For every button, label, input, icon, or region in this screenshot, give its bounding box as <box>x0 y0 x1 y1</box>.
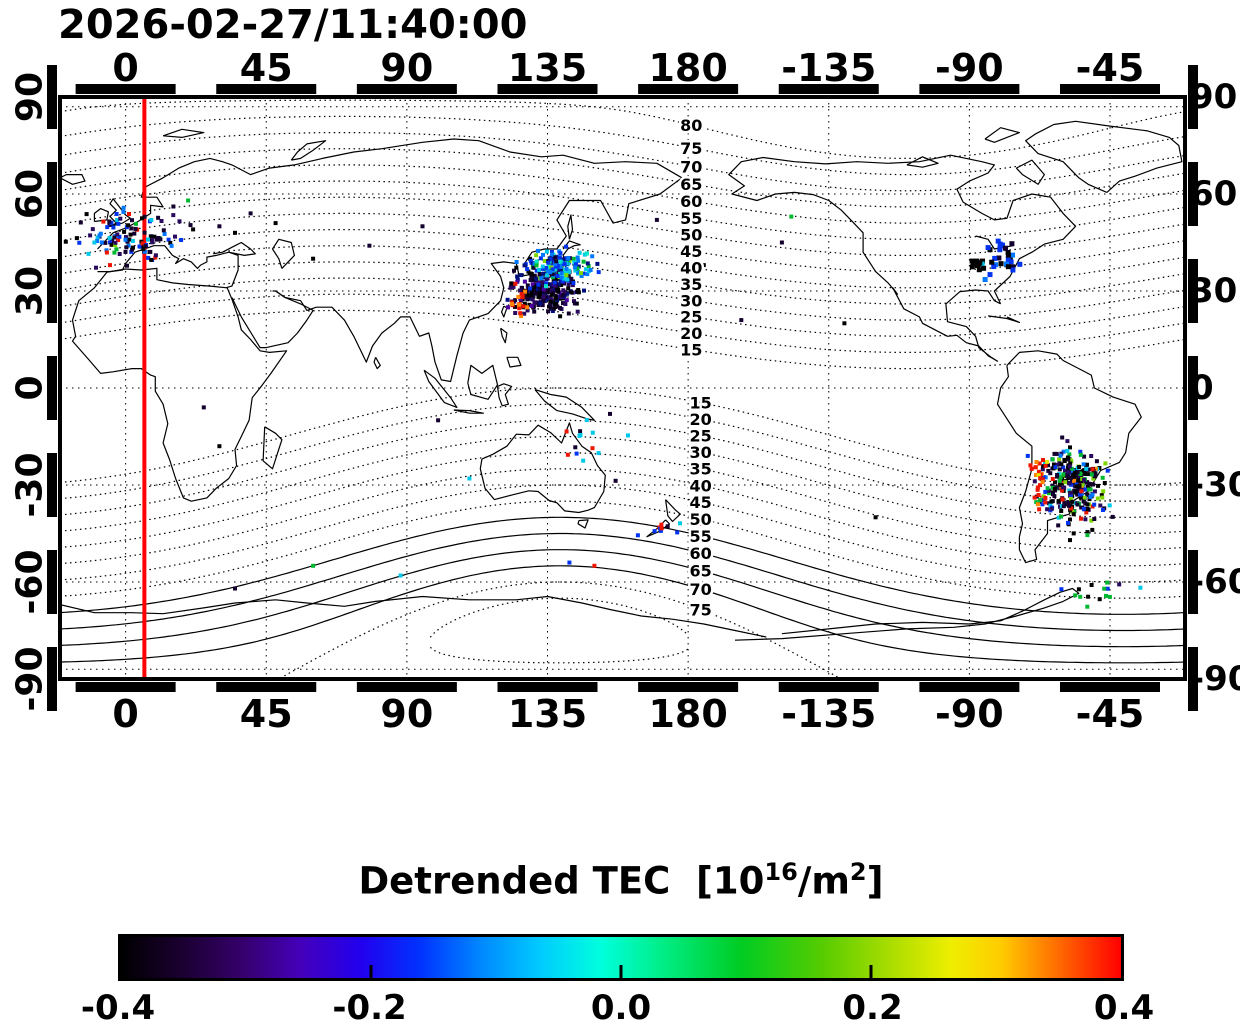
contour-label: 25 <box>689 427 711 446</box>
colorbar-inner-tick <box>369 965 373 978</box>
map-content <box>60 97 1185 679</box>
colorbar-inner-tick <box>619 965 623 978</box>
y-axis-tick-label-right: -30 <box>1190 465 1240 505</box>
x-axis-tick-label-top: 90 <box>380 46 434 90</box>
contour-label: 50 <box>680 225 702 244</box>
contour-label: 65 <box>680 175 702 194</box>
colorbar-gradient <box>118 934 1124 981</box>
contour-label: 30 <box>680 291 702 310</box>
colorbar-tick-label: -0.2 <box>332 988 407 1028</box>
colorbar-title-text: Detrended TEC [10 <box>358 859 765 903</box>
x-axis-tick-label-bottom: -45 <box>1075 692 1145 736</box>
contour-label: 40 <box>680 258 702 277</box>
tec-scatter-points <box>63 198 1143 609</box>
contour-label: 15 <box>680 340 702 359</box>
colorbar-title-sup16: 16 <box>764 858 798 886</box>
contour-lines <box>60 99 1185 679</box>
contour-label: 15 <box>689 394 711 413</box>
contour-label: 55 <box>680 209 702 228</box>
colorbar-tick-label: 0.0 <box>590 988 652 1028</box>
contour-label: 50 <box>689 510 711 529</box>
contour-label: 80 <box>680 116 702 135</box>
x-axis-tick-label-bottom: 180 <box>648 692 728 736</box>
x-axis-tick-label-bottom: -135 <box>781 692 877 736</box>
contour-label: 75 <box>689 601 711 620</box>
x-axis-tick-label-bottom: 90 <box>380 692 434 736</box>
contour-label: 35 <box>680 275 702 294</box>
colorbar-tick-label: 0.2 <box>842 988 903 1028</box>
coastlines <box>60 120 1183 641</box>
x-axis-tick-label-bottom: 45 <box>239 692 293 736</box>
y-axis-tick-label-right: -60 <box>1190 562 1240 602</box>
contour-label: 70 <box>689 580 711 599</box>
colorbar-title-sup2: 2 <box>849 858 867 886</box>
graticule <box>60 97 1185 679</box>
x-axis-tick-label-top: 180 <box>648 46 728 90</box>
timestamp-title: 2026-02-27/11:40:00 <box>58 2 528 48</box>
x-axis-tick-label-top: -135 <box>781 46 877 90</box>
contour-label: 20 <box>680 324 702 343</box>
x-axis-tick-label-bottom: 0 <box>112 692 139 736</box>
colorbar-tick-label: 0.4 <box>1093 988 1155 1028</box>
y-axis-tick-label-right: -90 <box>1190 659 1240 699</box>
plot-frame <box>58 95 1187 681</box>
x-axis-tick-label-bottom: 135 <box>507 692 588 736</box>
contour-label: 30 <box>689 443 711 462</box>
x-axis-tick-label-bottom: -90 <box>935 692 1004 736</box>
colorbar-tick-labels: -0.4 -0.2 0.0 0.2 0.4 <box>81 988 1154 1030</box>
contour-label: 75 <box>680 139 702 158</box>
contour-label: 20 <box>689 410 711 429</box>
contour-label: 40 <box>689 476 711 495</box>
colorbar-title-end: ] <box>866 859 884 903</box>
contour-label: 65 <box>689 562 711 581</box>
contour-labels: 8075706560555045403530252015152025303540… <box>678 114 715 622</box>
x-axis-tick-label-top: 135 <box>507 46 588 90</box>
colorbar-title-mid: /m <box>797 859 850 903</box>
axis-ticks <box>47 65 1198 711</box>
x-axis-tick-label-top: 45 <box>239 46 293 90</box>
x-axis-tick-label-top: -45 <box>1075 46 1145 90</box>
colorbar-inner-tick <box>869 965 873 978</box>
contour-label: 60 <box>689 544 711 563</box>
contour-label: 70 <box>680 157 702 176</box>
x-axis-tick-label-top: 0 <box>112 46 139 90</box>
contour-label: 45 <box>680 242 702 261</box>
colorbar-tick-label: -0.4 <box>80 988 156 1028</box>
x-axis-tick-label-top: -90 <box>935 46 1004 90</box>
colorbar-title: Detrended TEC [1016/m2] <box>118 858 1124 902</box>
contour-label: 35 <box>689 460 711 479</box>
contour-label: 25 <box>680 308 702 327</box>
contour-label: 45 <box>689 493 711 512</box>
contour-label: 60 <box>680 192 702 211</box>
contour-label: 55 <box>689 527 711 546</box>
